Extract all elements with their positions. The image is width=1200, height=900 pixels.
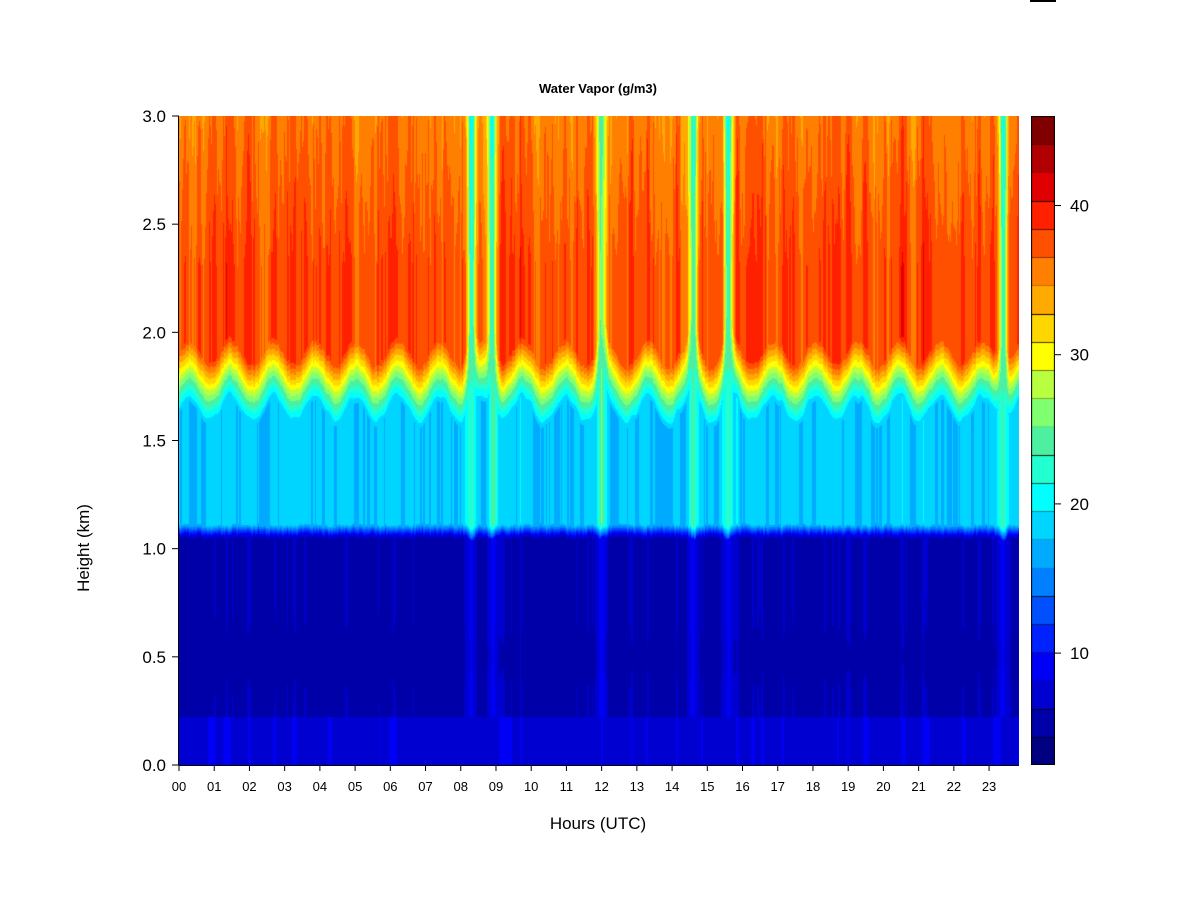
heatmap-plot-area [179,116,1019,765]
x-tick-label: 00 [172,779,186,794]
x-tick-label: 04 [313,779,327,794]
x-tick-label: 06 [383,779,397,794]
y-tick-label: 2.0 [142,323,166,342]
y-tick-label: 1.5 [142,432,166,451]
chart-title: Water Vapor (g/m3) [539,81,657,96]
corner-mark [1030,0,1056,2]
x-tick-label: 15 [700,779,714,794]
x-tick-label: 13 [630,779,644,794]
y-tick-label: 3.0 [142,107,166,126]
y-tick-label: 1.0 [142,540,166,559]
x-tick-label: 20 [876,779,890,794]
x-tick-label: 21 [911,779,925,794]
x-tick-label: 02 [242,779,256,794]
x-tick-label: 07 [418,779,432,794]
x-tick-label: 19 [841,779,855,794]
x-tick-label: 23 [982,779,996,794]
x-tick-label: 03 [277,779,291,794]
x-tick-label: 09 [489,779,503,794]
colorbar-tick-label: 20 [1070,495,1089,514]
x-tick-label: 11 [560,779,574,794]
x-tick-label: 16 [735,779,749,794]
y-tick-label: 0.0 [142,756,166,775]
x-tick-label: 22 [947,779,961,794]
x-tick-label: 08 [454,779,468,794]
x-tick-label: 12 [594,779,608,794]
y-tick-label: 2.5 [142,215,166,234]
colorbar [1031,116,1055,765]
colorbar-tick-label: 40 [1070,197,1089,216]
x-axis-label: Hours (UTC) [550,814,646,833]
x-tick-label: 14 [665,779,679,794]
x-tick-label: 01 [207,779,221,794]
y-tick-label: 0.5 [142,648,166,667]
x-tick-label: 05 [348,779,362,794]
x-tick-label: 17 [771,779,785,794]
x-tick-label: 18 [806,779,820,794]
x-tick-label: 10 [524,779,538,794]
colorbar-tick-label: 10 [1070,644,1089,663]
colorbar-tick-label: 30 [1070,346,1089,365]
y-axis-label: Height (km) [74,504,93,592]
